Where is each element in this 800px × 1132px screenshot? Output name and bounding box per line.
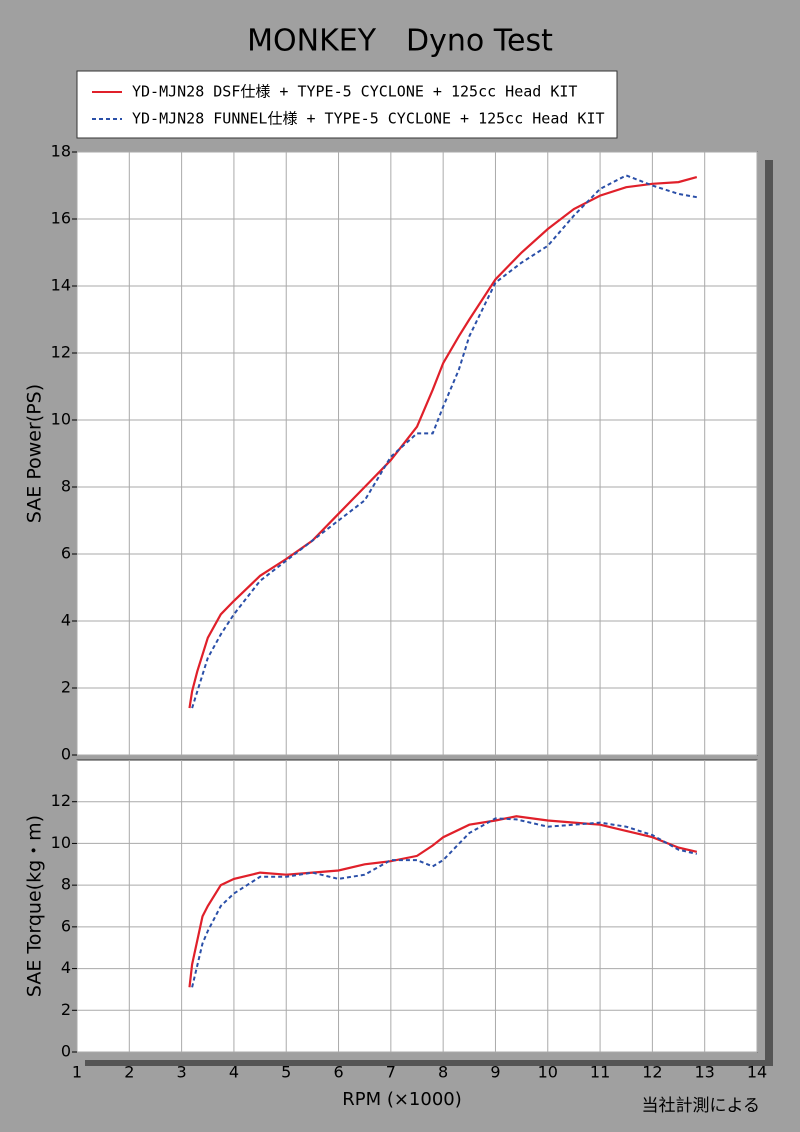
y-tick-label: 6: [61, 544, 71, 563]
series-line: [188, 176, 698, 709]
x-tick-label: 5: [281, 1063, 291, 1082]
x-tick-label: 13: [695, 1063, 715, 1082]
legend: [76, 70, 618, 139]
y-tick-label: 10: [51, 410, 71, 429]
y-tick-label: 2: [61, 1000, 71, 1019]
series-line: [191, 174, 697, 709]
y-tick-label: 18: [51, 142, 71, 161]
plot-area: [76, 759, 758, 1053]
x-tick-label: 9: [490, 1063, 500, 1082]
x-tick-label: 14: [747, 1063, 767, 1082]
y-tick-label: 2: [61, 678, 71, 697]
y-tick-label: 14: [51, 276, 71, 295]
shadow: [85, 1060, 773, 1066]
plot-area: [76, 151, 758, 756]
y-tick-label: 10: [51, 833, 71, 852]
y-axis-label: SAE Power(PS): [24, 384, 46, 523]
y-axis-label: SAE Torque(kg・m): [24, 815, 46, 997]
y-tick-label: 16: [51, 209, 71, 228]
y-tick-label: 0: [61, 1042, 71, 1061]
x-tick-label: 1: [72, 1063, 82, 1082]
x-tick-label: 3: [177, 1063, 187, 1082]
y-tick-label: 0: [61, 745, 71, 764]
series-line: [188, 815, 698, 988]
x-tick-label: 8: [438, 1063, 448, 1082]
series-line: [191, 817, 698, 988]
shadow: [765, 160, 773, 1060]
x-tick-label: 4: [229, 1063, 239, 1082]
y-tick-label: 4: [61, 611, 71, 630]
y-tick-label: 4: [61, 958, 71, 977]
x-tick-label: 10: [538, 1063, 558, 1082]
y-tick-label: 12: [51, 791, 71, 810]
x-tick-label: 7: [386, 1063, 396, 1082]
y-tick-label: 12: [51, 343, 71, 362]
x-tick-label: 2: [124, 1063, 134, 1082]
y-tick-label: 8: [61, 875, 71, 894]
x-axis-label: RPM (×1000): [342, 1089, 462, 1110]
y-tick-label: 6: [61, 916, 71, 935]
annotation: 当社計測による: [642, 1096, 761, 1116]
x-tick-label: 12: [642, 1063, 662, 1082]
y-tick-label: 8: [61, 477, 71, 496]
legend-label: YD-MJN28 DSF仕様 + TYPE-5 CYCLONE + 125cc …: [132, 83, 577, 101]
x-tick-label: 6: [333, 1063, 343, 1082]
x-tick-label: 11: [590, 1063, 610, 1082]
legend-label: YD-MJN28 FUNNEL仕様 + TYPE-5 CYCLONE + 125…: [132, 110, 605, 128]
chart-title: MONKEY Dyno Test: [247, 24, 553, 59]
